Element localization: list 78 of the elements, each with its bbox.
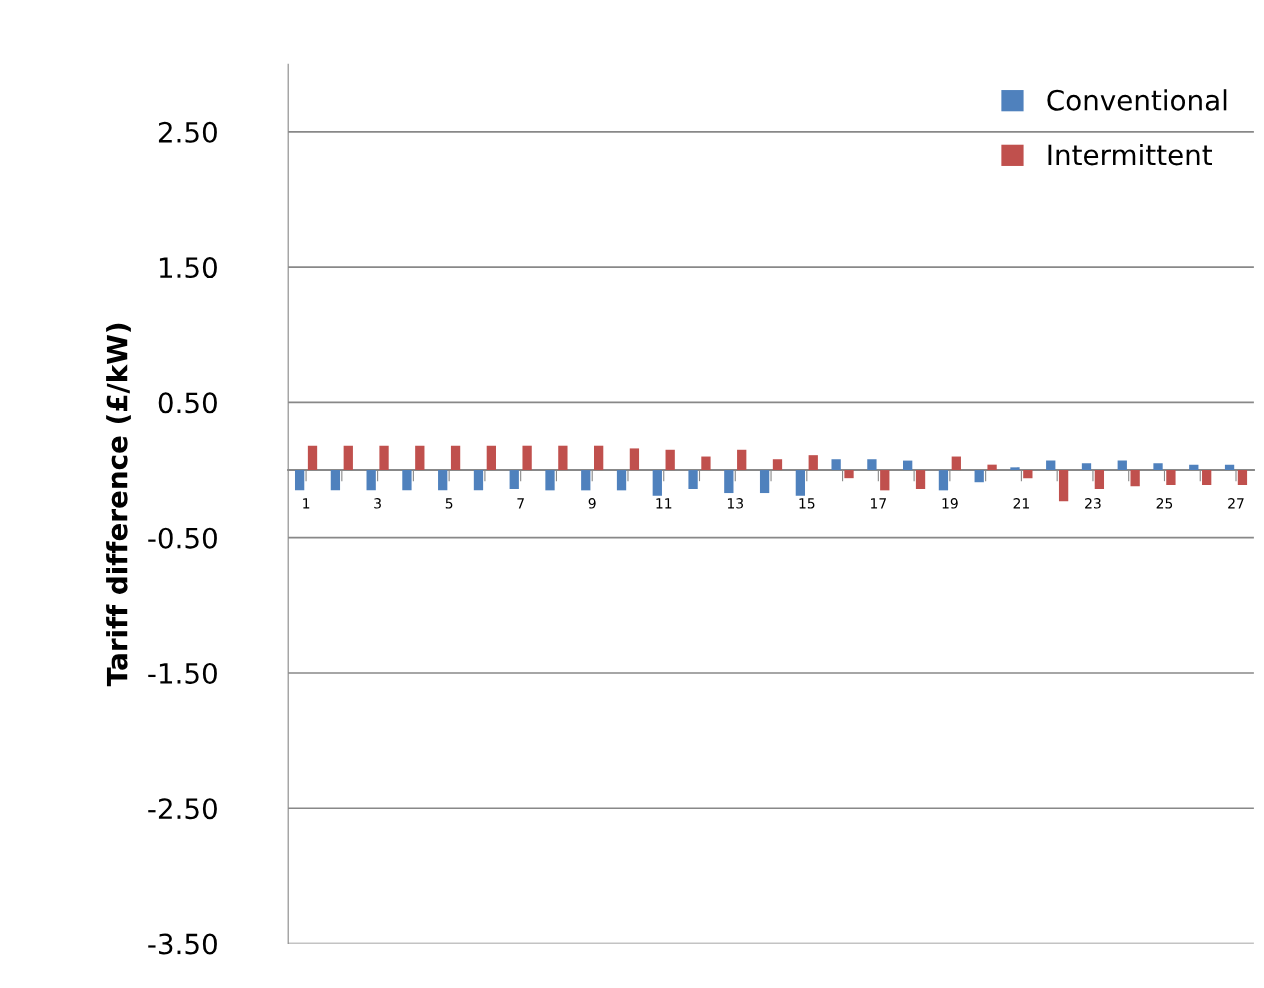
bar	[629, 448, 640, 471]
bar	[558, 445, 568, 471]
bar	[987, 464, 997, 471]
bar	[759, 470, 770, 494]
x-tick-label: 25	[1156, 498, 1173, 509]
bar	[951, 456, 961, 471]
bar	[1117, 460, 1127, 471]
x-tick-label: 5	[445, 498, 453, 509]
bar	[1046, 460, 1056, 471]
bar	[545, 470, 555, 491]
bar	[1153, 463, 1163, 471]
legend-label: Conventional	[1047, 89, 1227, 111]
bar	[307, 445, 318, 471]
bar	[1237, 470, 1248, 485]
x-tick-label: 15	[799, 498, 815, 509]
bar	[473, 470, 484, 491]
bar	[415, 445, 425, 471]
bar	[701, 456, 711, 471]
x-tick-label: 7	[517, 498, 524, 509]
bar	[594, 445, 604, 471]
x-tick-label: 13	[727, 498, 743, 509]
bar	[522, 445, 532, 471]
bar	[509, 470, 519, 489]
bar	[844, 470, 854, 479]
bar	[1081, 463, 1092, 471]
x-tick-label: 17	[871, 498, 886, 509]
bar	[1023, 470, 1033, 479]
bar	[1058, 470, 1069, 502]
y-tick-label: 2.50	[158, 121, 217, 143]
x-tick-label: 21	[1013, 498, 1029, 509]
bar	[1189, 464, 1199, 471]
bar	[581, 470, 591, 491]
bar	[867, 459, 877, 471]
bar	[486, 445, 496, 471]
y-axis-title: Tariff difference (£/kW)	[106, 323, 131, 687]
x-tick-label: 27	[1228, 498, 1244, 509]
bar	[795, 470, 806, 496]
y-tick-label: -2.50	[148, 798, 217, 820]
bar	[724, 470, 734, 494]
bar	[880, 470, 890, 491]
bar	[616, 470, 627, 491]
bar	[665, 449, 675, 471]
bar	[450, 445, 461, 471]
bar	[808, 455, 818, 471]
bar	[938, 470, 949, 491]
bar	[1094, 470, 1105, 489]
bar	[1224, 464, 1235, 471]
bar	[1202, 470, 1212, 485]
x-tick-label: 19	[942, 498, 958, 509]
bar	[343, 445, 353, 471]
y-tick-label: -1.50	[148, 662, 217, 684]
bar	[974, 470, 984, 483]
x-tick-label: 9	[588, 498, 596, 509]
bar	[915, 470, 926, 489]
bar	[294, 470, 305, 491]
bar	[903, 460, 913, 471]
bar	[379, 445, 389, 471]
y-tick-label: 0.50	[158, 392, 217, 414]
x-tick-label: 1	[303, 498, 310, 509]
y-tick-label: -0.50	[148, 527, 217, 549]
legend-label: Intermittent	[1048, 143, 1212, 166]
bar	[438, 470, 448, 491]
bar	[1010, 467, 1020, 471]
y-tick-label: 1.50	[159, 257, 217, 279]
bar	[366, 470, 376, 491]
y-tick-label: -3.50	[148, 933, 217, 955]
bar	[402, 470, 412, 491]
x-tick-label: 23	[1085, 498, 1101, 509]
bar	[831, 459, 841, 471]
bar	[652, 470, 662, 496]
bar	[1166, 470, 1176, 485]
bar	[330, 470, 341, 491]
bar	[1130, 470, 1140, 487]
x-tick-label: 3	[374, 498, 381, 509]
bar	[772, 459, 783, 471]
x-tick-label: 11	[656, 498, 672, 509]
bar	[737, 449, 747, 471]
bar	[688, 470, 698, 489]
